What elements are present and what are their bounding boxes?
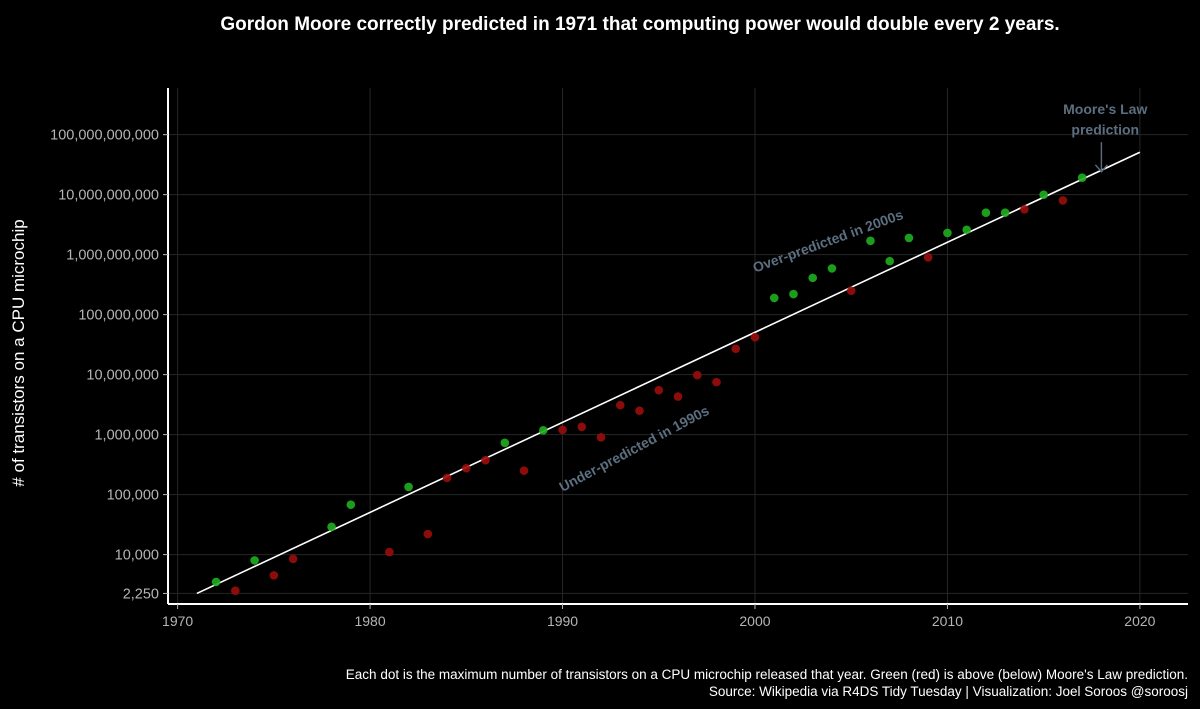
- point-below: [750, 332, 760, 342]
- point-above: [404, 482, 413, 492]
- point-below: [577, 422, 587, 432]
- point-below: [1058, 196, 1068, 205]
- grid-lines: [168, 88, 1188, 604]
- y-axis-ticks: 2,250 10,000 100,000 1,000,000 10,000,000 100…: [50, 128, 168, 602]
- point-above: [866, 236, 875, 246]
- point-above: [943, 228, 952, 238]
- point-below: [385, 547, 394, 557]
- point-above: [538, 425, 548, 435]
- x-tick-label: 1990: [547, 613, 578, 629]
- point-below: [423, 529, 433, 539]
- point-above: [1000, 208, 1010, 218]
- y-tick-label: 100,000,000: [78, 308, 159, 324]
- point-below: [519, 466, 529, 476]
- chart-title: Gordon Moore correctly predicted in 1971…: [220, 14, 1060, 35]
- data-points: [211, 173, 1087, 595]
- point-below: [673, 392, 683, 401]
- x-tick-label: 1980: [354, 613, 385, 629]
- point-below: [288, 554, 298, 564]
- axes: [167, 88, 1188, 605]
- over-predicted-annotation: Over-predicted in 2000s: [751, 206, 906, 275]
- point-below: [615, 400, 625, 410]
- point-above: [500, 438, 510, 448]
- moores-law-annotation-line-2: prediction: [1071, 122, 1139, 138]
- point-below: [231, 586, 240, 595]
- x-tick-label: 2000: [739, 613, 770, 629]
- x-tick-label: 2010: [932, 613, 963, 629]
- point-above: [346, 500, 356, 509]
- x-tick-label: 1970: [162, 613, 193, 629]
- annotations: Over-predicted in 2000s Under-predicted i…: [556, 101, 1147, 495]
- point-below: [731, 344, 741, 354]
- y-tick-label: 1,000,000: [94, 428, 159, 444]
- point-below: [692, 370, 702, 380]
- point-above: [981, 208, 991, 218]
- y-tick-label: 1,000,000,000: [66, 248, 159, 264]
- moores-law-annotation: Moore's Law: [1063, 101, 1147, 117]
- point-above: [827, 264, 837, 273]
- prediction-line-group: [196, 151, 1141, 595]
- point-above: [211, 577, 221, 587]
- point-below: [846, 286, 856, 296]
- point-below: [558, 425, 567, 435]
- y-tick-label: 100,000: [107, 488, 159, 504]
- point-above: [250, 556, 259, 565]
- under-predicted-annotation: Under-predicted in 1990s: [556, 402, 711, 495]
- point-below: [462, 463, 471, 473]
- point-below: [1020, 205, 1029, 214]
- y-tick-label: 10,000,000: [86, 368, 159, 384]
- x-tick-label: 2020: [1124, 613, 1155, 629]
- y-tick-label: 10,000: [115, 548, 159, 564]
- point-above: [1077, 173, 1087, 182]
- point-below: [712, 377, 721, 387]
- point-below: [635, 406, 644, 416]
- x-axis-ticks: 1970 1980 1990 2000 2010 2020: [162, 604, 1156, 629]
- point-below: [596, 433, 606, 442]
- annotation-arrow-head: [1094, 164, 1108, 173]
- y-tick-label: 2,250: [123, 586, 159, 602]
- point-above: [962, 225, 971, 235]
- caption-line-2: Source: Wikipedia via R4DS Tidy Tuesday …: [708, 684, 1188, 699]
- caption-line-1: Each dot is the maximum number of transi…: [345, 667, 1188, 682]
- point-above: [808, 273, 818, 283]
- point-below: [269, 571, 279, 580]
- point-below: [923, 253, 933, 262]
- point-above: [769, 293, 779, 303]
- point-below: [481, 455, 490, 465]
- moores-law-line: [196, 151, 1141, 595]
- point-above: [885, 256, 894, 266]
- point-above: [327, 522, 336, 532]
- y-tick-label: 10,000,000,000: [58, 188, 159, 204]
- point-below: [442, 473, 452, 483]
- y-axis-label: # of transistors on a CPU microchip: [9, 219, 28, 486]
- y-tick-label: 100,000,000,000: [50, 128, 159, 144]
- point-above: [789, 289, 798, 299]
- point-above: [904, 233, 914, 243]
- point-above: [1039, 190, 1048, 199]
- point-below: [654, 385, 664, 395]
